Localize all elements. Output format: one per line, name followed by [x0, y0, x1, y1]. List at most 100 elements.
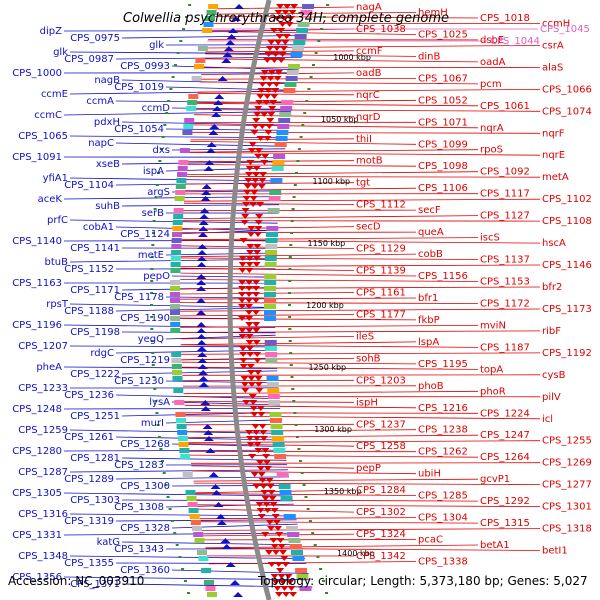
gc-mark — [304, 496, 308, 498]
cog-block — [175, 184, 186, 189]
cog-block — [265, 250, 278, 255]
forward-gene-arrow — [273, 586, 282, 591]
label-connector — [69, 135, 287, 139]
forward-gene-arrow — [274, 10, 283, 15]
forward-gene-arrow — [285, 580, 294, 585]
forward-gene-arrow — [270, 58, 279, 63]
reverse-gene-label: aceK — [38, 194, 63, 205]
forward-gene-arrow — [272, 550, 281, 555]
forward-gene-arrow — [257, 514, 266, 519]
gc-mark — [308, 520, 312, 522]
forward-gene-arrow — [253, 112, 262, 117]
reverse-gene-label: CPS_1196 — [12, 320, 62, 331]
forward-gene-arrow — [271, 52, 280, 57]
forward-gene-label: CPS_1237 — [356, 419, 406, 430]
forward-gene-label: CPS_1018 — [480, 13, 530, 24]
forward-gene-label: CPS_1315 — [480, 518, 530, 529]
forward-gene-label: CPS_1129 — [356, 244, 406, 255]
scale-tick-label: 1200 kbp — [306, 301, 344, 310]
label-connector — [190, 138, 355, 141]
forward-gene-label: dinB — [418, 51, 440, 62]
forward-gene-arrow — [277, 544, 286, 549]
reverse-gene-label: pheA — [36, 362, 62, 373]
forward-gene-label: CPS_1153 — [480, 277, 530, 288]
forward-gene-arrow — [281, 10, 290, 15]
gc-mark — [312, 64, 315, 66]
label-connector — [213, 12, 417, 15]
cog-block — [270, 178, 283, 183]
gc-mark — [163, 124, 167, 126]
cog-block — [171, 250, 182, 255]
forward-gene-label: CPS_1139 — [356, 266, 406, 277]
forward-gene-arrow — [255, 100, 264, 105]
label-connector — [180, 318, 417, 321]
forward-gene-arrow — [238, 268, 247, 273]
label-connector — [205, 544, 479, 549]
gc-mark — [305, 100, 309, 102]
forward-gene-label: CPS_1108 — [542, 216, 592, 227]
cog-block — [172, 370, 183, 375]
label-connector — [213, 16, 479, 19]
gc-mark — [316, 556, 320, 558]
gc-mark — [302, 484, 306, 486]
forward-gene-label: CPS_1025 — [418, 30, 468, 41]
cog-block — [204, 580, 214, 585]
reverse-gene-arrow — [200, 400, 211, 405]
forward-gene-arrow — [242, 400, 251, 405]
forward-gene-arrow — [268, 106, 277, 111]
forward-gene-arrow — [254, 148, 263, 153]
forward-gene-arrow — [252, 172, 261, 177]
forward-gene-label: hscA — [542, 238, 566, 249]
forward-gene-arrow — [238, 298, 247, 303]
reverse-gene-arrow — [196, 334, 207, 339]
cog-block — [264, 304, 276, 309]
reverse-gene-label: dxs — [153, 145, 170, 156]
cog-block — [265, 244, 278, 249]
cog-block — [280, 496, 293, 501]
forward-gene-label: fkbP — [418, 315, 440, 326]
forward-gene-arrow — [267, 40, 276, 45]
label-connector — [187, 429, 417, 432]
gc-mark — [151, 244, 155, 246]
forward-gene-arrow — [260, 70, 269, 75]
gc-mark — [152, 376, 156, 378]
cog-block — [268, 400, 281, 405]
forward-gene-arrow — [254, 382, 263, 387]
gc-mark — [303, 112, 307, 114]
gc-mark — [153, 388, 157, 390]
reverse-gene-arrow — [196, 280, 207, 285]
cog-block — [170, 298, 180, 303]
cog-block — [205, 586, 216, 591]
forward-gene-label: bfr2 — [542, 282, 562, 293]
reverse-gene-arrow — [214, 94, 225, 99]
label-connector — [209, 31, 417, 35]
forward-gene-label: alaS — [542, 62, 563, 73]
forward-gene-arrow — [241, 388, 250, 393]
forward-gene-arrow — [238, 346, 247, 351]
label-connector — [115, 142, 286, 147]
cog-block — [177, 166, 188, 171]
forward-gene-label: icl — [542, 414, 553, 425]
gc-mark — [313, 544, 317, 546]
forward-gene-arrow — [265, 46, 274, 51]
cog-block — [171, 238, 182, 243]
cog-block — [170, 268, 181, 273]
reverse-gene-label: btuB — [45, 257, 69, 268]
label-connector — [204, 58, 479, 63]
reverse-gene-arrow — [221, 544, 232, 549]
cog-block — [271, 166, 284, 171]
forward-gene-arrow — [266, 76, 275, 81]
cog-block — [270, 418, 282, 423]
forward-gene-arrow — [254, 154, 263, 159]
forward-gene-arrow — [284, 574, 293, 579]
gc-mark — [288, 268, 292, 270]
gc-mark — [289, 352, 293, 354]
label-connector — [185, 182, 355, 185]
reverse-gene-arrow — [209, 124, 220, 129]
reverse-gene-arrow — [221, 58, 232, 63]
forward-gene-arrow — [279, 16, 288, 21]
label-connector — [63, 449, 286, 452]
forward-gene-arrow — [252, 298, 261, 303]
forward-gene-arrow — [278, 22, 287, 27]
